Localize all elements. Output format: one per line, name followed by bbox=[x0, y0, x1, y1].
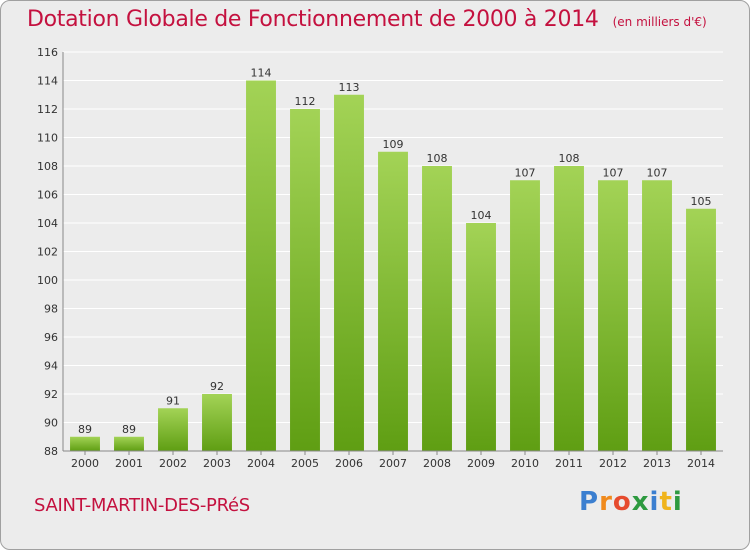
data-label-2006: 113 bbox=[339, 81, 360, 94]
y-tick-label: 106 bbox=[37, 189, 58, 202]
data-label-2008: 108 bbox=[427, 152, 448, 165]
bar-2004 bbox=[246, 80, 276, 451]
x-tick-label: 2012 bbox=[599, 457, 627, 470]
x-tick-label: 2005 bbox=[291, 457, 319, 470]
data-label-2005: 112 bbox=[295, 95, 316, 108]
data-label-2014: 105 bbox=[691, 195, 712, 208]
bar-2001 bbox=[114, 436, 144, 451]
bar-2011 bbox=[554, 166, 584, 451]
y-tick-label: 90 bbox=[44, 417, 58, 430]
bar-2010 bbox=[510, 180, 540, 451]
chart-title: Dotation Globale de Fonctionnement de 20… bbox=[27, 7, 707, 32]
title-text: Dotation Globale de Fonctionnement de 20… bbox=[27, 7, 599, 32]
y-tick-label: 98 bbox=[44, 303, 58, 316]
x-tick-label: 2008 bbox=[423, 457, 451, 470]
y-tick-label: 88 bbox=[44, 445, 58, 458]
bar-2013 bbox=[642, 180, 672, 451]
y-tick-label: 102 bbox=[37, 246, 58, 259]
data-label-2000: 89 bbox=[78, 423, 92, 436]
y-tick-label: 100 bbox=[37, 274, 58, 287]
bar-2000 bbox=[70, 436, 100, 451]
y-tick-label: 110 bbox=[37, 132, 58, 145]
x-tick-label: 2014 bbox=[687, 457, 715, 470]
data-label-2003: 92 bbox=[210, 380, 224, 393]
unit-note: (en milliers d'€) bbox=[612, 15, 707, 29]
x-tick-label: 2004 bbox=[247, 457, 275, 470]
y-tick-label: 114 bbox=[37, 75, 58, 88]
y-tick-label: 92 bbox=[44, 388, 58, 401]
data-label-2007: 109 bbox=[383, 138, 404, 151]
data-label-2012: 107 bbox=[603, 166, 624, 179]
data-label-2013: 107 bbox=[647, 166, 668, 179]
bar-2012 bbox=[598, 180, 628, 451]
bar-2007 bbox=[378, 151, 408, 451]
bar-2006 bbox=[334, 94, 364, 451]
commune-name: SAINT-MARTIN-DES-PRéS bbox=[34, 495, 250, 516]
proxiti-logo: Proxiti bbox=[579, 487, 683, 517]
bar-2003 bbox=[202, 394, 232, 451]
data-label-2004: 114 bbox=[251, 67, 272, 80]
y-tick-label: 116 bbox=[37, 46, 58, 59]
x-tick-label: 2010 bbox=[511, 457, 539, 470]
x-tick-label: 2006 bbox=[335, 457, 363, 470]
y-tick-label: 104 bbox=[37, 217, 58, 230]
data-labels: 89 89 91 92 114 112 113 109 108 104 107 108 107 107 10… bbox=[78, 67, 712, 436]
data-label-2009: 104 bbox=[471, 209, 492, 222]
x-tick-label: 2000 bbox=[71, 457, 99, 470]
y-tick-label: 112 bbox=[37, 103, 58, 116]
x-tick-label: 2002 bbox=[159, 457, 187, 470]
y-tick-label: 94 bbox=[44, 360, 58, 373]
data-label-2010: 107 bbox=[515, 166, 536, 179]
x-tick-label: 2007 bbox=[379, 457, 407, 470]
y-tick-label: 108 bbox=[37, 160, 58, 173]
bars bbox=[70, 80, 716, 451]
x-tick-label: 2003 bbox=[203, 457, 231, 470]
bar-2014 bbox=[686, 208, 716, 451]
data-label-2011: 108 bbox=[559, 152, 580, 165]
bar-2009 bbox=[466, 223, 496, 451]
data-label-2002: 91 bbox=[166, 394, 180, 407]
data-label-2001: 89 bbox=[122, 423, 136, 436]
bar-2002 bbox=[158, 408, 188, 451]
axes: 88 90 92 94 96 98 100 102 104 106 108 110 112 114 116 2… bbox=[37, 46, 723, 470]
x-tick-label: 2001 bbox=[115, 457, 143, 470]
x-tick-label: 2009 bbox=[467, 457, 495, 470]
bar-2008 bbox=[422, 166, 452, 451]
bar-2005 bbox=[290, 109, 320, 451]
y-tick-label: 96 bbox=[44, 331, 58, 344]
x-tick-label: 2011 bbox=[555, 457, 583, 470]
x-tick-label: 2013 bbox=[643, 457, 671, 470]
